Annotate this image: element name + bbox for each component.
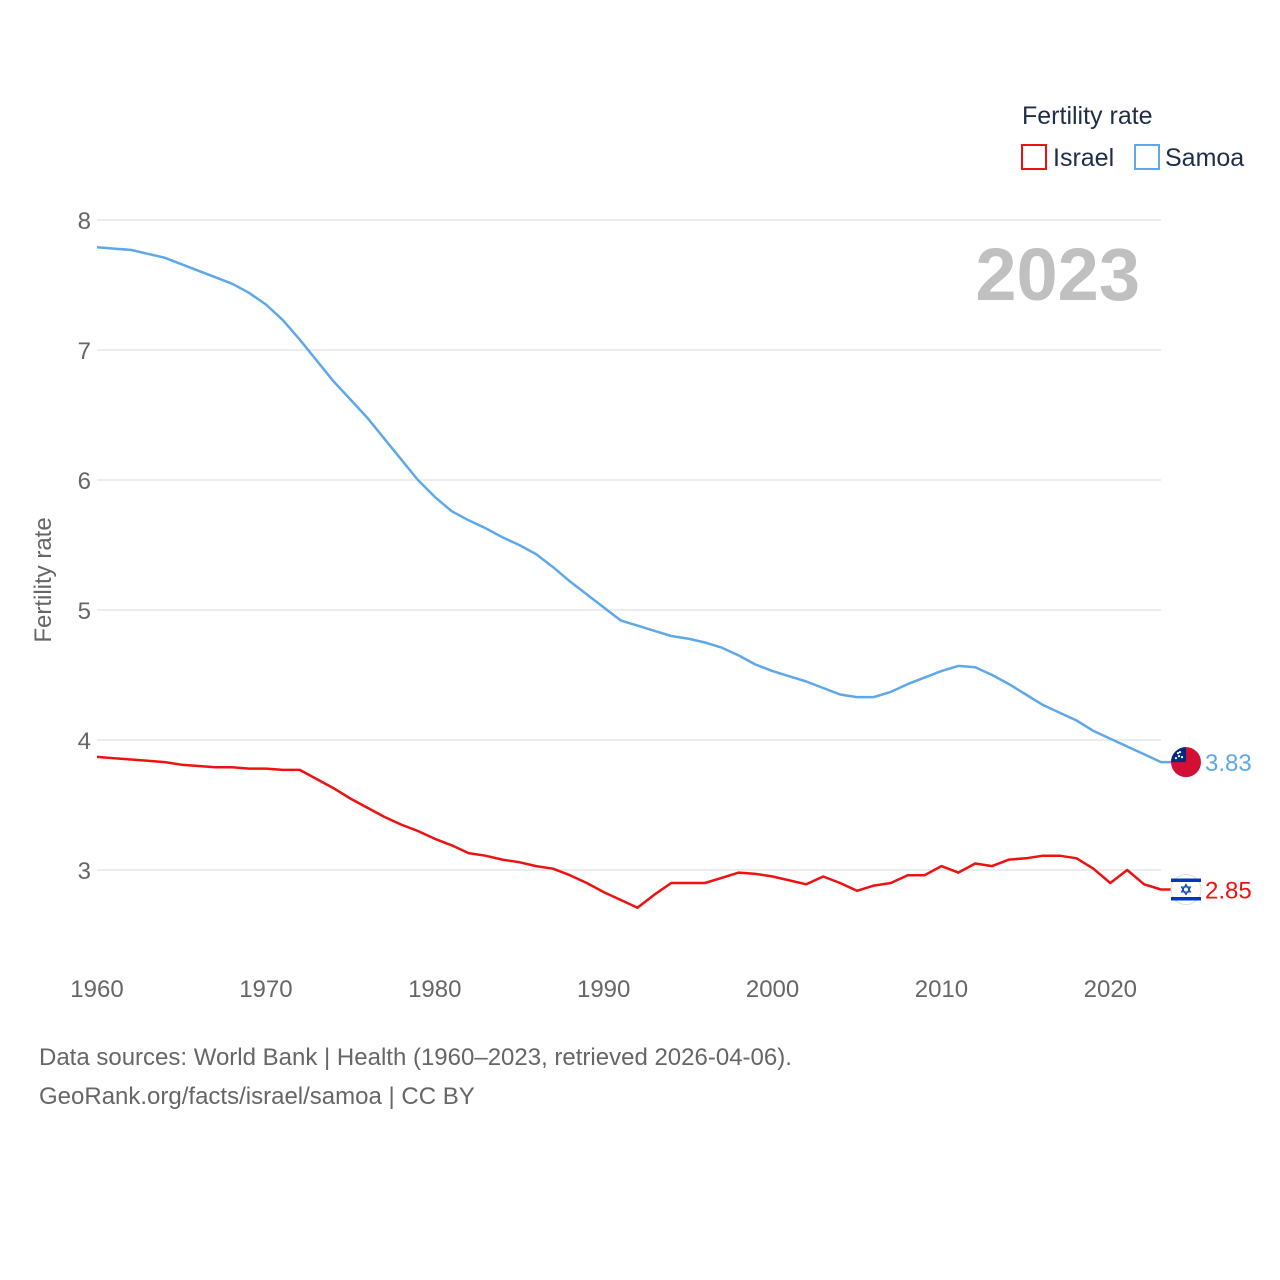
x-axis-ticks: 1960 1970 1980 1990 2000 2010 2020 [70, 976, 1137, 1003]
x-tick-label: 2020 [1084, 976, 1137, 1003]
x-tick-label: 2010 [915, 976, 968, 1003]
end-markers: 2.85 3.83 [1170, 747, 1252, 905]
legend-swatch-israel [1021, 144, 1047, 170]
source-line-1: Data sources: World Bank | Health (1960–… [39, 1044, 792, 1071]
y-axis-title: Fertility rate [30, 517, 57, 642]
legend-item-samoa[interactable]: Samoa [1134, 144, 1244, 172]
legend-item-israel[interactable]: Israel [1021, 144, 1114, 172]
x-tick-label: 1980 [408, 976, 461, 1003]
line-chart: 3 4 5 6 7 8 1960 1970 1980 1990 2000 2010 2020 Fert… [30, 102, 1252, 1003]
year-label: 2023 [975, 233, 1140, 316]
series-lines [96, 246, 1175, 909]
y-tick-label: 4 [78, 728, 91, 755]
gridlines [97, 219, 1161, 871]
x-tick-label: 1960 [70, 976, 123, 1003]
samoa-flag-icon [1171, 747, 1201, 778]
legend-label-israel: Israel [1053, 144, 1114, 172]
legend-label-samoa: Samoa [1165, 144, 1244, 172]
legend-title: Fertility rate [1022, 102, 1153, 130]
end-value-label-israel: 2.85 [1205, 878, 1252, 905]
legend-swatch-samoa [1134, 144, 1160, 170]
israel-flag-icon [1170, 874, 1202, 905]
x-tick-label: 1990 [577, 976, 630, 1003]
y-tick-label: 8 [78, 208, 91, 235]
y-tick-label: 3 [78, 858, 91, 885]
series-line-israel [96, 755, 1175, 909]
legend: Fertility rate Israel Samoa [1021, 102, 1244, 172]
y-tick-label: 5 [78, 598, 91, 625]
source-line-2[interactable]: GeoRank.org/facts/israel/samoa | CC BY [39, 1083, 475, 1110]
y-tick-label: 7 [78, 338, 91, 365]
y-axis-ticks: 3 4 5 6 7 8 [78, 208, 91, 885]
y-tick-label: 6 [78, 468, 91, 495]
x-tick-label: 1970 [239, 976, 292, 1003]
series-line-samoa [96, 246, 1175, 764]
x-tick-label: 2000 [746, 976, 799, 1003]
end-value-label-samoa: 3.83 [1205, 750, 1252, 777]
